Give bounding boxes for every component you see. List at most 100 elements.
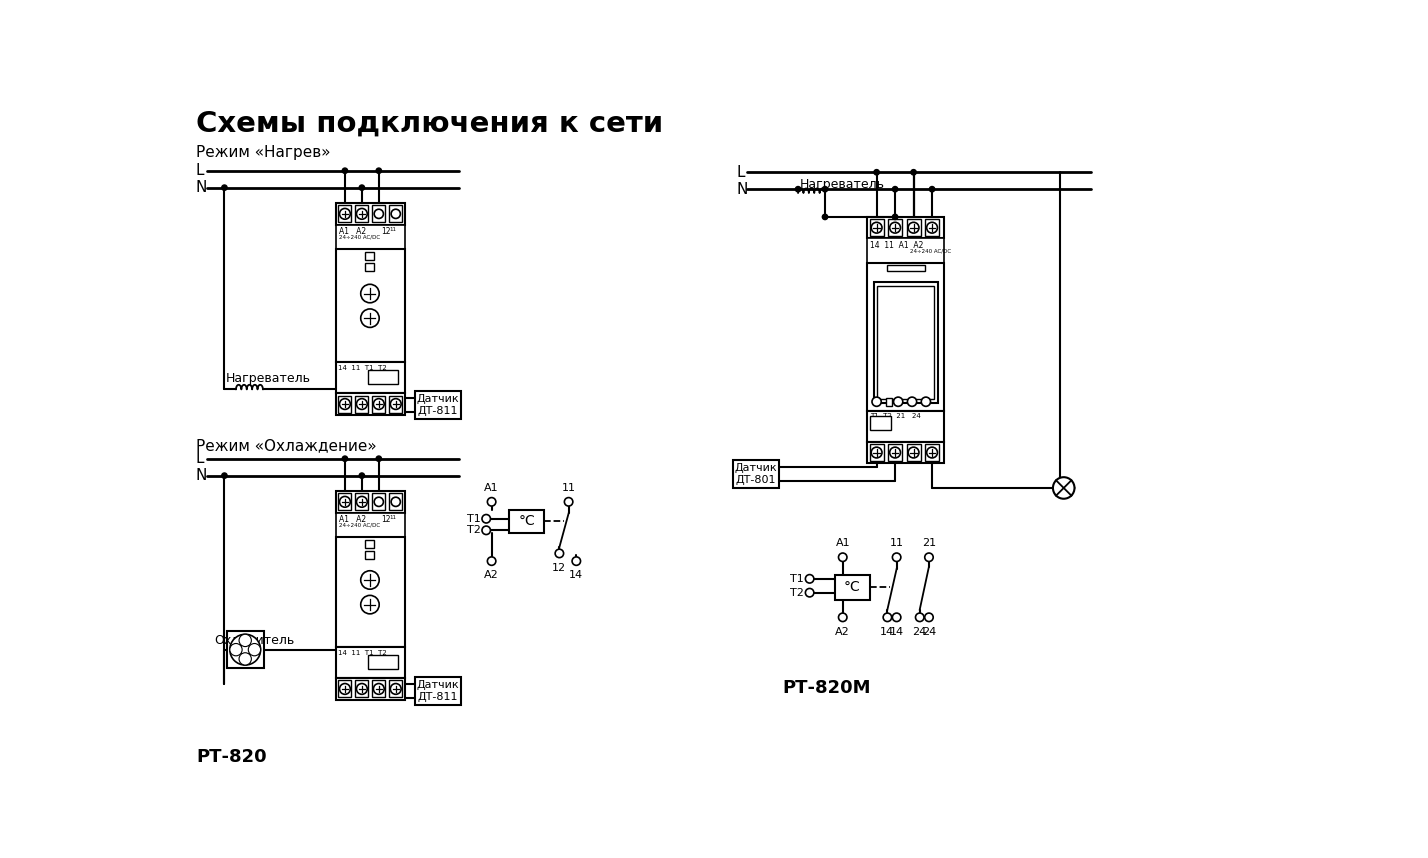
Circle shape <box>892 186 898 192</box>
Text: Датчик
ДТ-811: Датчик ДТ-811 <box>417 394 458 415</box>
Circle shape <box>925 553 934 561</box>
Bar <box>390 396 403 413</box>
Bar <box>336 203 406 225</box>
Bar <box>356 680 368 698</box>
Circle shape <box>823 186 828 192</box>
Text: Датчик
ДТ-801: Датчик ДТ-801 <box>734 463 777 485</box>
Text: A1   A2: A1 A2 <box>340 515 366 524</box>
Text: N: N <box>737 182 748 196</box>
Circle shape <box>805 589 814 597</box>
Text: °C: °C <box>844 580 861 595</box>
Circle shape <box>838 613 847 621</box>
Text: T1  T2  21   24: T1 T2 21 24 <box>870 414 921 420</box>
Bar <box>227 631 264 668</box>
Circle shape <box>874 170 880 175</box>
Text: 12: 12 <box>381 227 390 236</box>
Circle shape <box>357 497 367 507</box>
Bar <box>510 510 544 533</box>
Circle shape <box>925 613 934 621</box>
Bar <box>414 391 461 419</box>
Text: Схемы подключения к сети: Схемы подключения к сети <box>196 109 663 137</box>
Text: L: L <box>737 165 745 180</box>
Circle shape <box>343 168 347 173</box>
Text: 11: 11 <box>390 227 396 232</box>
Circle shape <box>921 397 931 407</box>
Text: L: L <box>196 451 204 466</box>
Circle shape <box>892 613 901 621</box>
Circle shape <box>230 644 243 656</box>
Circle shape <box>238 653 251 665</box>
Text: 12: 12 <box>381 515 390 524</box>
Circle shape <box>361 284 380 303</box>
Text: °C: °C <box>518 514 536 528</box>
Circle shape <box>221 185 227 190</box>
Text: A2: A2 <box>835 626 850 637</box>
Text: T2: T2 <box>790 588 804 598</box>
Circle shape <box>374 209 384 219</box>
Circle shape <box>340 208 350 220</box>
Circle shape <box>890 222 901 233</box>
Circle shape <box>930 186 935 192</box>
Bar <box>390 205 403 222</box>
Circle shape <box>340 497 350 507</box>
Circle shape <box>391 497 400 506</box>
Text: 12: 12 <box>553 563 567 572</box>
Bar <box>368 370 397 384</box>
Bar <box>870 416 891 430</box>
Circle shape <box>890 447 901 458</box>
Circle shape <box>873 397 881 407</box>
Bar <box>356 493 368 511</box>
Text: РТ-820М: РТ-820М <box>783 679 871 697</box>
Circle shape <box>221 473 227 479</box>
Circle shape <box>360 473 364 479</box>
Text: T2: T2 <box>467 525 481 535</box>
Bar <box>373 680 386 698</box>
Circle shape <box>483 526 490 535</box>
Bar <box>364 252 374 260</box>
Circle shape <box>871 222 883 233</box>
Circle shape <box>908 222 920 233</box>
Circle shape <box>373 399 384 409</box>
Text: 14  11  T1  T2: 14 11 T1 T2 <box>338 650 387 656</box>
Bar <box>390 493 403 511</box>
Bar <box>887 264 925 271</box>
Bar <box>867 263 944 411</box>
Text: 11: 11 <box>561 482 575 492</box>
Bar <box>907 220 921 236</box>
Bar <box>338 493 351 511</box>
Text: РТ-820: РТ-820 <box>196 748 267 766</box>
Circle shape <box>357 399 367 409</box>
Circle shape <box>838 553 847 561</box>
Circle shape <box>894 397 902 407</box>
Text: 21: 21 <box>922 538 935 548</box>
Text: T1: T1 <box>467 514 481 523</box>
Bar <box>373 205 386 222</box>
Text: N: N <box>196 468 207 483</box>
Circle shape <box>564 498 573 506</box>
Circle shape <box>871 447 883 458</box>
Circle shape <box>911 170 917 175</box>
Text: A1: A1 <box>835 538 850 548</box>
Circle shape <box>908 447 920 458</box>
Bar <box>907 444 921 461</box>
Text: 14  11  T1  T2: 14 11 T1 T2 <box>338 365 387 371</box>
Circle shape <box>805 575 814 583</box>
Bar <box>373 396 386 413</box>
Circle shape <box>248 644 261 656</box>
Text: 24: 24 <box>912 626 927 637</box>
Circle shape <box>483 515 490 523</box>
Text: N: N <box>196 180 207 195</box>
Text: Режим «Охлаждение»: Режим «Охлаждение» <box>196 438 377 453</box>
Circle shape <box>357 684 367 694</box>
Bar <box>925 220 940 236</box>
Bar <box>373 493 386 511</box>
Bar <box>336 225 406 250</box>
Text: 14: 14 <box>880 626 894 637</box>
Bar <box>338 680 351 698</box>
Circle shape <box>340 399 350 409</box>
Bar <box>733 460 778 488</box>
Circle shape <box>230 634 260 665</box>
Text: 11: 11 <box>390 515 396 520</box>
Text: A1   A2: A1 A2 <box>340 227 366 236</box>
Circle shape <box>892 553 901 561</box>
